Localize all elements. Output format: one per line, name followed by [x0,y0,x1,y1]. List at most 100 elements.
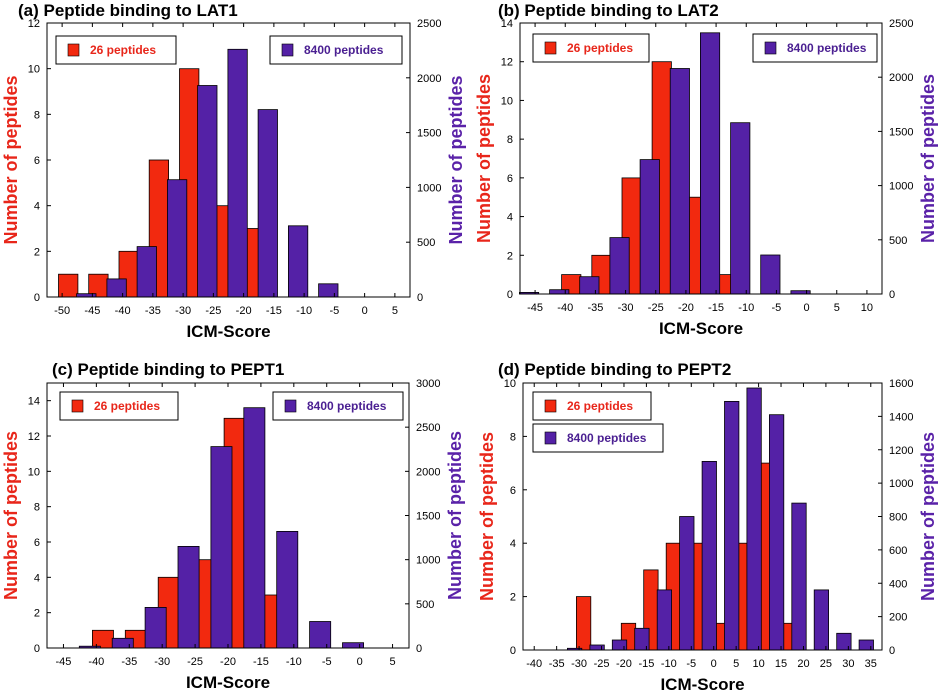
y-tick-label-left: 14 [501,18,513,30]
bar-purple [669,68,690,295]
y-tick-label-right: 0 [417,292,423,304]
legend-label: 8400 peptides [307,399,387,413]
legend-swatch [284,399,297,413]
y-tick-label-left: 6 [510,485,516,497]
x-tick-label: -30 [175,305,191,317]
y-axis-label-left: Number of peptides [474,74,494,243]
x-tick-label: -20 [678,302,694,314]
bar-purple [656,589,673,651]
bar-purple [549,289,570,295]
bar-purple [639,159,660,295]
legend-swatch [764,41,777,55]
x-tick-label: -20 [236,305,252,317]
bar-purple [746,387,762,651]
x-tick-label: -30 [154,656,170,668]
bar-purple [589,644,605,651]
y-tick-label-left: 8 [34,109,40,121]
y-tick-label-right: 2500 [889,18,913,30]
bar-purple [197,85,218,298]
y-tick-label-right: 500 [417,237,435,249]
x-tick-label: -40 [557,302,573,314]
x-tick-label: -10 [661,658,677,670]
x-tick-label: -10 [738,302,754,314]
y-tick-label-left: 10 [28,64,40,76]
x-tick-label: -20 [616,658,632,670]
x-tick-label: -45 [527,302,543,314]
x-tick-label: -25 [205,305,221,317]
x-tick-label: 25 [820,658,832,670]
x-tick-label: -15 [638,658,654,670]
y-tick-label-right: 400 [889,578,907,590]
x-tick-label: -5 [772,302,782,314]
y-tick-label-right: 1000 [417,182,441,194]
x-tick-label: 0 [804,302,810,314]
legend-entry: 26 peptides [59,391,179,421]
y-tick-label-left: 2 [34,246,40,258]
legend-entry: 26 peptides [532,33,650,63]
y-tick-label-left: 12 [28,18,40,30]
x-tick-label: 20 [797,658,809,670]
legend-label: 26 peptides [567,399,633,413]
y-tick-label-left: 12 [28,431,40,443]
y-tick-label-left: 10 [504,378,516,390]
bar-purple [257,109,278,298]
bar-purple [700,32,721,295]
legend-swatch [71,399,84,413]
x-tick-label: -15 [266,305,282,317]
x-tick-label: -30 [618,302,634,314]
y-tick-label-right: 600 [889,545,907,557]
y-tick-label-right: 1000 [416,555,440,567]
bar-purple [136,246,157,298]
y-tick-label-left: 14 [28,396,40,408]
y-axis-label-right: Number of peptides [446,75,466,244]
y-axis-label-right: Number of peptides [445,431,465,600]
x-tick-label: -20 [220,656,236,668]
x-tick-label: -35 [587,302,603,314]
x-tick-label: -30 [571,658,587,670]
x-tick-label: -40 [115,305,131,317]
y-tick-label-right: 2500 [417,18,441,30]
legend-swatch [544,399,557,413]
x-tick-label: 35 [865,658,877,670]
legend-swatch [281,43,294,57]
bar-purple [791,502,807,651]
x-axis-label: ICM-Score [186,322,270,341]
bar-purple [813,589,830,651]
y-axis-label-right: Number of peptides [918,432,938,601]
bar-purple [106,278,127,298]
y-tick-label-left: 4 [34,201,40,213]
bar-purple [243,407,266,649]
y-tick-label-left: 8 [507,134,513,146]
y-tick-label-right: 1000 [889,181,913,193]
chart-panel-2: (b) Peptide binding to LAT2 -45 -40 -35 -30 -… [474,1,938,338]
y-tick-label-left: 0 [34,643,40,655]
y-tick-label-right: 1400 [889,411,913,423]
bar-purple [701,460,717,651]
bar-purple [579,276,600,295]
legend-label: 26 peptides [567,41,633,55]
y-tick-label-left: 0 [510,645,516,657]
y-tick-label-left: 0 [34,292,40,304]
x-tick-label: 0 [711,658,717,670]
x-axis-label: ICM-Score [186,673,270,692]
y-axis-label-left: Number of peptides [1,431,21,600]
legend-swatch [544,431,557,445]
y-tick-label-left: 6 [34,155,40,167]
x-tick-label: -50 [54,305,70,317]
y-tick-label-right: 2500 [416,422,440,434]
y-tick-label-left: 4 [510,538,516,550]
x-tick-label: -10 [296,305,312,317]
y-tick-label-left: 2 [507,250,513,262]
bar-purple [318,283,339,298]
legend-label: 8400 peptides [787,41,867,55]
x-tick-label: 10 [861,302,873,314]
legend-entry: 26 peptides [55,35,177,65]
bar-purple [836,632,852,651]
x-tick-label: -25 [187,656,203,668]
y-tick-label-right: 200 [889,612,907,624]
x-axis-label: ICM-Score [659,319,743,338]
legend-entry: 26 peptides [532,391,652,421]
y-tick-label-left: 10 [501,95,513,107]
y-tick-label-left: 6 [34,537,40,549]
